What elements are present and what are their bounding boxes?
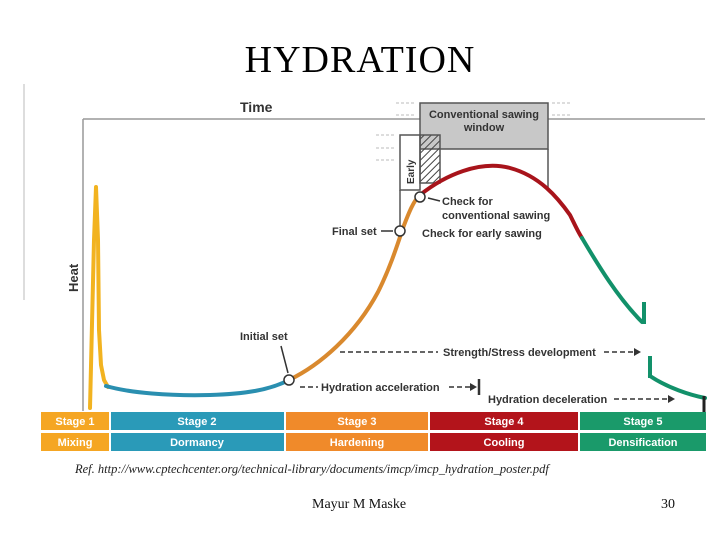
check-conventional-label-2: conventional sawing	[442, 210, 550, 222]
check-conventional-arrow	[427, 197, 441, 202]
y-axis-label: Heat	[66, 263, 81, 292]
stage-3-name: Hardening	[330, 437, 384, 449]
acceleration-arrowhead	[470, 383, 477, 391]
page-number: 30	[661, 497, 675, 512]
initial-set-arrow	[280, 345, 289, 374]
stage-4-label: Stage 4	[484, 416, 524, 428]
sawing-window-label-2: window	[463, 122, 505, 134]
stage-5-bottom	[580, 433, 706, 451]
stage-1-bottom	[41, 433, 109, 451]
early-window-hatch	[419, 134, 441, 184]
stage-3-top	[286, 412, 428, 430]
initial-set-marker	[283, 374, 295, 386]
early-label: Early	[406, 159, 417, 184]
deceleration-arrowhead	[668, 395, 675, 403]
stage-2-bottom	[111, 433, 284, 451]
check-early-label: Check for early sawing	[422, 228, 542, 240]
stage-3-label: Stage 3	[337, 416, 376, 428]
deceleration-label: Hydration deceleration	[488, 394, 607, 406]
footer-author: Mayur M Maske	[312, 497, 407, 512]
stage-5-name: Densification	[608, 437, 677, 449]
stage-1-name: Mixing	[58, 437, 93, 449]
curve-densification	[580, 236, 644, 324]
stage-4-top	[430, 412, 578, 430]
final-set-label: Final set	[332, 226, 377, 238]
sawing-window-label-1: Conventional sawing	[429, 109, 539, 121]
curve-cooling	[418, 163, 584, 240]
stage-2-label: Stage 2	[177, 416, 216, 428]
check-conventional-label-1: Check for	[442, 196, 493, 208]
initial-set-label: Initial set	[240, 331, 288, 343]
stage-bars: Stage 1 Mixing Stage 2 Dormancy Stage 3 …	[41, 412, 706, 451]
strength-label: Strength/Stress development	[443, 347, 596, 359]
conventional-check-marker	[414, 191, 426, 203]
slide-title: HYDRATION	[244, 39, 476, 81]
stage-4-bottom	[430, 433, 578, 451]
strength-arrowhead	[634, 348, 641, 356]
stage-5-top	[580, 412, 706, 430]
curve-dormancy	[104, 378, 291, 398]
stage-2-name: Dormancy	[170, 437, 225, 449]
stage-1-top	[41, 412, 109, 430]
stage-3-bottom	[286, 433, 428, 451]
stage-4-name: Cooling	[484, 437, 525, 449]
heat-curve	[88, 163, 707, 410]
curve-hardening	[287, 193, 422, 382]
stage-2-top	[111, 412, 284, 430]
stage-1-label: Stage 1	[55, 416, 94, 428]
final-set-marker	[394, 225, 406, 237]
guide-arrows	[376, 102, 572, 161]
reference-citation: Ref. http://www.cptechcenter.org/technic…	[75, 462, 549, 476]
sawing-window-box	[419, 102, 549, 150]
x-axis-label: Time	[240, 99, 273, 115]
curve-densification-tail	[648, 374, 707, 400]
acceleration-label: Hydration acceleration	[321, 382, 440, 394]
stage-5-label: Stage 5	[623, 416, 662, 428]
curve-mixing	[88, 185, 110, 410]
